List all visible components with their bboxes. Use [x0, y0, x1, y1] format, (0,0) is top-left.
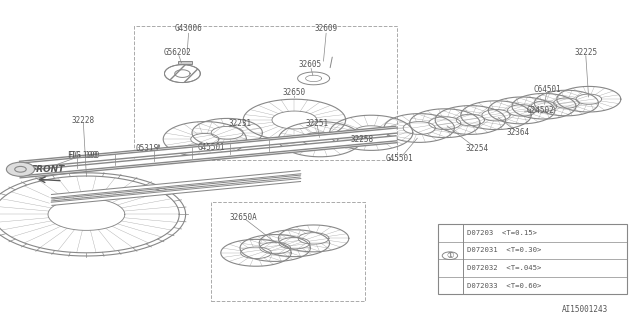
Circle shape: [6, 162, 35, 176]
Text: D072033  <T=0.60>: D072033 <T=0.60>: [467, 283, 541, 289]
Text: D072032  <T=.045>: D072032 <T=.045>: [467, 265, 541, 271]
Text: 32231: 32231: [228, 119, 252, 128]
FancyBboxPatch shape: [438, 224, 627, 294]
Text: FIG.190: FIG.190: [67, 151, 99, 160]
Text: ①: ①: [446, 251, 454, 260]
FancyBboxPatch shape: [178, 61, 192, 64]
Text: 32650A: 32650A: [229, 213, 257, 222]
Text: 32228: 32228: [72, 116, 95, 124]
Text: 32254: 32254: [465, 144, 488, 153]
Text: FRONT: FRONT: [31, 165, 65, 174]
Text: 32251: 32251: [305, 119, 328, 128]
Text: D07203  <T=0.15>: D07203 <T=0.15>: [467, 230, 536, 236]
Text: G43006: G43006: [175, 24, 203, 33]
Text: 32650: 32650: [283, 88, 306, 97]
Text: G56202: G56202: [164, 48, 192, 57]
Text: 32225: 32225: [574, 48, 597, 57]
Text: G24502: G24502: [527, 106, 555, 115]
Text: 32364: 32364: [507, 128, 530, 137]
Text: G45501: G45501: [386, 154, 414, 163]
Text: 32605: 32605: [299, 60, 322, 68]
Text: 32258: 32258: [350, 135, 373, 144]
Text: G45501: G45501: [197, 143, 225, 152]
Text: C64501: C64501: [533, 85, 561, 94]
Text: 0531S: 0531S: [136, 144, 159, 153]
Circle shape: [442, 252, 458, 260]
Text: D072031  <T=0.30>: D072031 <T=0.30>: [467, 247, 541, 253]
Text: AI15001243: AI15001243: [562, 305, 608, 314]
Text: 32609: 32609: [315, 24, 338, 33]
Text: FIG.190: FIG.190: [68, 151, 98, 160]
